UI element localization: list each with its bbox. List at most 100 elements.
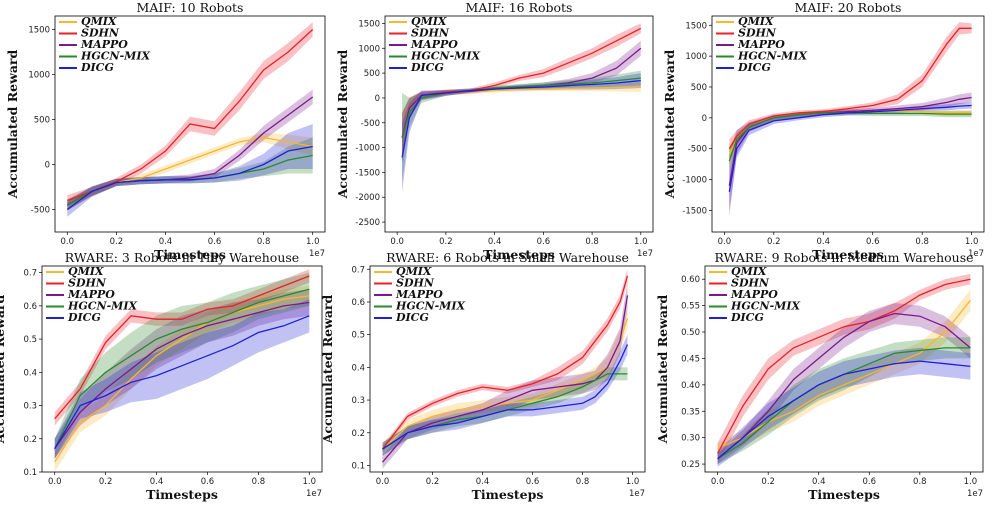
series-line-mappo <box>717 312 971 460</box>
series-line-dicg <box>66 145 313 211</box>
y-tick-label: 1000 <box>685 52 707 62</box>
plot-area <box>370 266 645 472</box>
x-tick-label: 0.0 <box>711 477 725 487</box>
x-tick-label: 1.0 <box>964 477 978 487</box>
axes-frame <box>384 15 654 233</box>
y-axis-label: Accumulated Reward <box>655 294 670 444</box>
chart-panel-2: 0.0 0.2 0.4 0.6 0.8 1.0 -2500 -2000 -1500 -1000 -5… <box>335 0 654 262</box>
axes-frame <box>711 15 985 233</box>
y-tick-label: 1500 <box>358 19 380 29</box>
x-offset-label: 1e7 <box>968 249 984 259</box>
legend-label-mappo: MAPPO <box>730 288 778 301</box>
y-tick-label: -2000 <box>355 193 380 203</box>
y-axis-label: Accumulated Reward <box>5 49 20 199</box>
y-tick-label: 0.6 <box>23 302 37 312</box>
x-tick-label: 0.0 <box>718 237 732 247</box>
y-tick-label: -1000 <box>682 176 707 186</box>
x-tick-label: 0.8 <box>252 477 266 487</box>
x-offset-label: 1e7 <box>637 249 653 259</box>
series-line-dicg <box>382 344 629 450</box>
y-tick-label: 0.6 <box>351 298 365 308</box>
y-tick-label: 0.4 <box>23 368 37 378</box>
chart-title: MAIF: 10 Robots <box>137 0 244 15</box>
series-line-sdhn <box>54 275 310 420</box>
y-tick-label: 0 <box>375 94 380 104</box>
y-tick-label: 500 <box>691 83 707 93</box>
chart-panel-6: 0.0 0.2 0.4 0.6 0.8 1.0 0.25 0.30 0.35 0.40 0.45 0.… <box>655 250 984 502</box>
x-tick-label: 1.0 <box>634 237 648 247</box>
y-tick-label: 0.7 <box>351 265 365 275</box>
x-tick-label: 0.2 <box>767 237 781 247</box>
series-line-sdhn <box>717 278 971 454</box>
series-line-dicg <box>401 79 641 158</box>
legend-label-hgcn-mix: HGCN-MIX <box>395 300 465 313</box>
y-tick-label: -1500 <box>355 168 380 178</box>
x-tick-label: 0.4 <box>150 477 164 487</box>
axes-frame <box>369 265 646 473</box>
legend-label-dicg: DICG <box>80 61 114 74</box>
legend-label-dicg: DICG <box>395 311 429 324</box>
legend-label-dicg: DICG <box>410 61 444 74</box>
y-tick-label: -1000 <box>355 144 380 154</box>
axes-frame <box>41 265 323 473</box>
x-tick-label: 0.0 <box>390 237 404 247</box>
chart-panel-5: 0.0 0.2 0.4 0.6 0.8 1.0 0.1 0.2 0.3 0.4 0.5 0.6 0.7 R… <box>320 250 646 502</box>
x-axis-label: Timesteps <box>472 487 544 502</box>
y-tick-label: 0.1 <box>23 468 37 478</box>
series-band-mappo <box>717 303 971 465</box>
legend-label-hgcn-mix: HGCN-MIX <box>67 300 137 313</box>
series-line-mappo <box>54 301 310 450</box>
legend-label-sdhn: SDHN <box>738 27 777 40</box>
x-tick-label: 0.6 <box>208 237 222 247</box>
x-tick-label: 0.0 <box>48 477 62 487</box>
series-band-mappo <box>382 282 628 469</box>
y-axis-label: Accumulated Reward <box>335 49 350 199</box>
y-tick-label: 1000 <box>358 44 380 54</box>
series-band-dicg <box>717 347 971 467</box>
series-band-hgcn-mix <box>402 70 641 183</box>
y-tick-label: -2500 <box>355 218 380 228</box>
x-offset-label: 1e7 <box>309 249 325 259</box>
x-tick-label: 0.6 <box>866 237 880 247</box>
axes-frame <box>704 265 984 473</box>
series-line-dicg <box>728 104 972 193</box>
series-band-qmix <box>54 285 310 472</box>
chart-panel-1: 0.0 0.2 0.4 0.6 0.8 1.0 -500 0 500 1000 1500 MAIF: … <box>5 0 326 262</box>
series-band-hgcn-mix <box>67 137 313 211</box>
legend-label-mappo: MAPPO <box>737 38 785 51</box>
legend-label-sdhn: SDHN <box>81 27 120 40</box>
x-tick-label: 0.6 <box>201 477 215 487</box>
plot-area <box>705 266 983 472</box>
x-tick-label: 0.4 <box>159 237 173 247</box>
series-band-hgcn-mix <box>54 272 310 459</box>
x-tick-label: 0.4 <box>476 477 490 487</box>
y-axis-label: Accumulated Reward <box>0 294 7 444</box>
y-tick-label: 500 <box>364 69 380 79</box>
chart-title: MAIF: 16 Robots <box>466 0 573 15</box>
x-offset-label: 1e7 <box>629 489 645 499</box>
series-band-dicg <box>382 334 628 456</box>
x-tick-label: 0.8 <box>913 477 927 487</box>
series-line-qmix <box>54 295 310 463</box>
y-tick-label: 0.25 <box>681 460 700 470</box>
y-axis-label: Accumulated Reward <box>320 294 335 444</box>
y-tick-label: -500 <box>361 119 380 129</box>
x-tick-label: 0.2 <box>439 237 453 247</box>
legend-label-hgcn-mix: HGCN-MIX <box>737 50 807 63</box>
plot-area <box>385 16 653 232</box>
x-tick-label: 1.0 <box>306 237 320 247</box>
series-band-qmix <box>382 308 628 456</box>
series-band-sdhn <box>67 22 313 206</box>
series-line-sdhn <box>381 275 629 450</box>
legend-label-mappo: MAPPO <box>80 38 128 51</box>
y-tick-label: 0.3 <box>351 396 365 406</box>
legend-label-qmix: QMIX <box>81 15 117 28</box>
series-band-hgcn-mix <box>717 337 971 465</box>
legend-label-qmix: QMIX <box>738 15 774 28</box>
legend-label-dicg: DICG <box>730 311 764 324</box>
y-tick-label: -500 <box>688 145 707 155</box>
x-tick-label: 0.2 <box>110 237 124 247</box>
